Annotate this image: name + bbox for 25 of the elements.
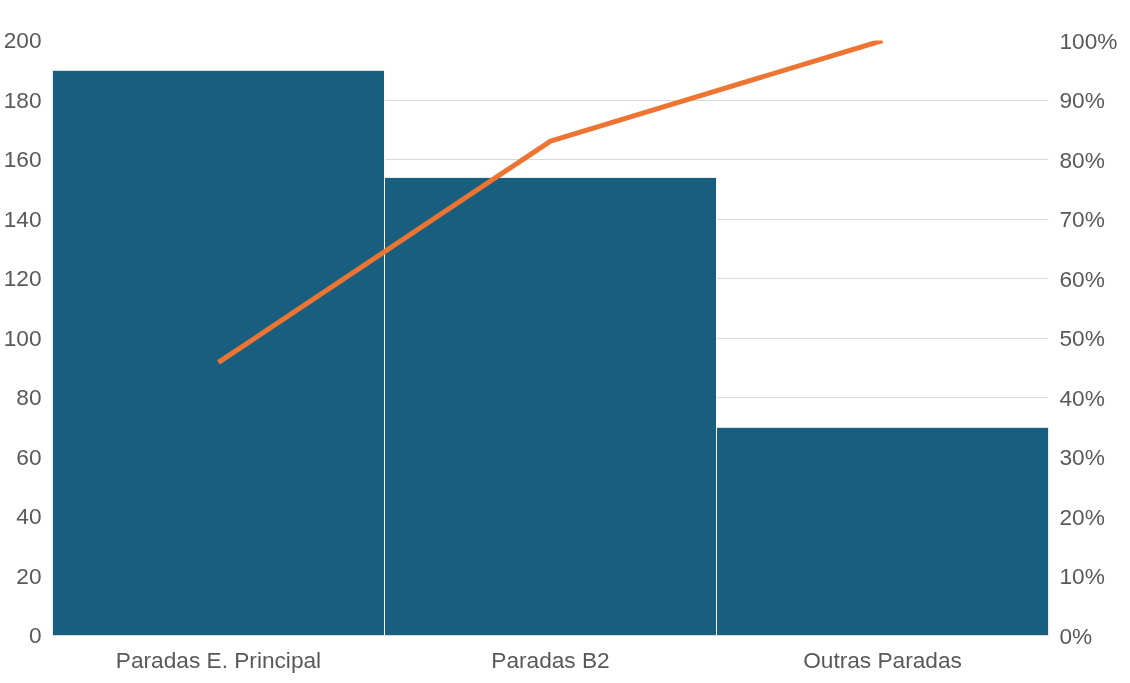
y2-tick-label: 20%: [1059, 503, 1105, 530]
y2-tick-label: 0%: [1059, 622, 1093, 649]
y2-tick-label: 60%: [1059, 265, 1105, 292]
x-tick-label: Paradas B2: [491, 646, 610, 673]
y-tick-label: 160: [3, 146, 42, 172]
y-tick-label: 80: [16, 384, 42, 410]
y2-tick-label: 30%: [1059, 444, 1105, 470]
y-tick-label: 20: [16, 562, 42, 589]
y2-tick-label: 40%: [1059, 384, 1105, 411]
y2-tick-label: 90%: [1059, 87, 1105, 113]
y2-tick-label: 50%: [1059, 325, 1105, 351]
y-tick-label: 120: [3, 265, 42, 291]
y-tick-label: 180: [3, 86, 42, 113]
y2-tick-label: 100%: [1059, 27, 1118, 54]
x-tick-label: Outras Paradas: [803, 646, 962, 673]
y2-tick-label: 80%: [1059, 146, 1105, 173]
x-tick-label: Paradas E. Principal: [115, 646, 322, 673]
y2-tick-label: 70%: [1059, 206, 1105, 232]
y-tick-label: 40: [16, 503, 42, 529]
y-tick-label: 100: [3, 324, 42, 351]
y-tick-label: 0: [28, 622, 42, 648]
y-tick-label: 200: [3, 27, 42, 53]
y-tick-label: 60: [16, 443, 42, 470]
y2-tick-label: 10%: [1059, 563, 1105, 589]
y-tick-label: 140: [3, 205, 42, 232]
